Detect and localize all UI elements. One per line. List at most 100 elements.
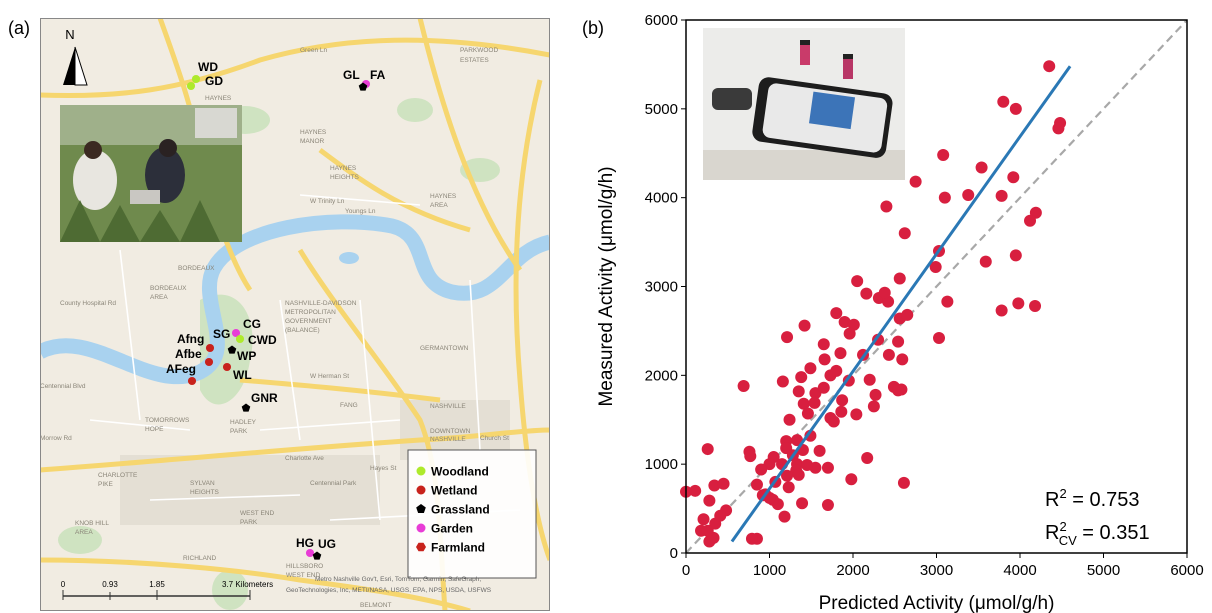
site-marker	[188, 377, 196, 385]
point	[779, 511, 791, 523]
site-marker	[417, 486, 426, 495]
place-label: AREA	[75, 529, 93, 536]
point	[702, 443, 714, 455]
point	[714, 510, 726, 522]
site-label: GL	[343, 68, 360, 82]
point	[804, 362, 816, 374]
place-label: HAYNES	[330, 165, 357, 172]
place-label: PIKE	[98, 481, 113, 488]
legend-label: Wetland	[431, 484, 477, 498]
place-label: SYLVAN	[190, 480, 215, 487]
place-label: HILLSBORO	[286, 563, 323, 570]
place-label: BELMONT	[360, 602, 391, 609]
point	[937, 149, 949, 161]
y-tick-label: 6000	[645, 12, 678, 29]
point	[835, 406, 847, 418]
place-label: Green Ln	[300, 47, 327, 54]
y-tick-label: 0	[670, 545, 678, 562]
site-marker	[223, 363, 231, 371]
place-label: HEIGHTS	[330, 174, 360, 181]
point	[799, 320, 811, 332]
place-label: RICHLAND	[183, 555, 217, 562]
panel-label: (a)	[8, 18, 30, 38]
point	[1007, 171, 1019, 183]
y-tick-label: 3000	[645, 279, 678, 296]
point	[1012, 297, 1024, 309]
point	[939, 192, 951, 204]
point	[851, 275, 863, 287]
place-label: KNOB HILL	[75, 520, 109, 527]
point	[860, 288, 872, 300]
place-label: AREA	[430, 202, 448, 209]
place-label: ESTATES	[460, 57, 489, 64]
site-marker	[236, 335, 244, 343]
site-label: Afbe	[175, 347, 202, 361]
x-tick-label: 4000	[1003, 562, 1036, 579]
scale-label: 1.85	[149, 580, 165, 589]
x-tick-label: 5000	[1087, 562, 1120, 579]
point	[941, 296, 953, 308]
point	[802, 408, 814, 420]
annotation: R2CV = 0.351	[1045, 519, 1150, 548]
site-label: AFeg	[166, 362, 196, 376]
point	[892, 384, 904, 396]
annotation-sub: CV	[1059, 533, 1077, 548]
point	[809, 397, 821, 409]
place-label: Centennial Park	[310, 480, 357, 487]
site-marker	[192, 75, 200, 83]
point	[1024, 215, 1036, 227]
point	[892, 336, 904, 348]
annotation: R2 = 0.753	[1045, 486, 1140, 511]
site-label: FA	[370, 68, 386, 82]
y-tick-label: 1000	[645, 456, 678, 473]
point	[738, 380, 750, 392]
point	[996, 304, 1008, 316]
place-label: Youngs Ln	[345, 208, 376, 215]
point	[899, 227, 911, 239]
north-label: N	[65, 27, 74, 42]
place-label: (BALANCE)	[285, 327, 320, 334]
site-marker	[417, 467, 426, 476]
point	[751, 479, 763, 491]
point	[834, 347, 846, 359]
place-label: CHARLOTTE	[98, 472, 138, 479]
point	[830, 365, 842, 377]
point	[777, 376, 789, 388]
point	[1029, 300, 1041, 312]
point	[796, 497, 808, 509]
point	[1043, 60, 1055, 72]
point	[980, 256, 992, 268]
point	[818, 338, 830, 350]
point	[1010, 249, 1022, 261]
scale-label: 3.7 Kilometers	[222, 580, 273, 589]
annotation-part: R	[1045, 522, 1059, 544]
place-label: HEIGHTS	[190, 489, 220, 496]
point	[795, 371, 807, 383]
point	[870, 389, 882, 401]
x-tick-label: 3000	[920, 562, 953, 579]
point	[844, 328, 856, 340]
site-label: GD	[205, 74, 223, 88]
place-label: AREA	[150, 294, 168, 301]
y-tick-label: 2000	[645, 367, 678, 384]
point	[845, 473, 857, 485]
point	[783, 481, 795, 493]
annotation-part: = 0.351	[1077, 522, 1150, 544]
site-marker	[417, 524, 426, 533]
legend-label: Garden	[431, 522, 473, 536]
point	[868, 400, 880, 412]
point	[850, 408, 862, 420]
legend-label: Grassland	[431, 503, 490, 517]
point	[814, 445, 826, 457]
y-tick-label: 5000	[645, 101, 678, 118]
site-label: WD	[198, 60, 218, 74]
place-label: WEST END	[240, 510, 274, 517]
place-label: Centennial Blvd	[40, 383, 86, 390]
point	[744, 450, 756, 462]
point	[997, 96, 1009, 108]
point	[836, 394, 848, 406]
place-label: NASHVILLE	[430, 403, 466, 410]
point	[880, 201, 892, 213]
x-tick-label: 2000	[836, 562, 869, 579]
